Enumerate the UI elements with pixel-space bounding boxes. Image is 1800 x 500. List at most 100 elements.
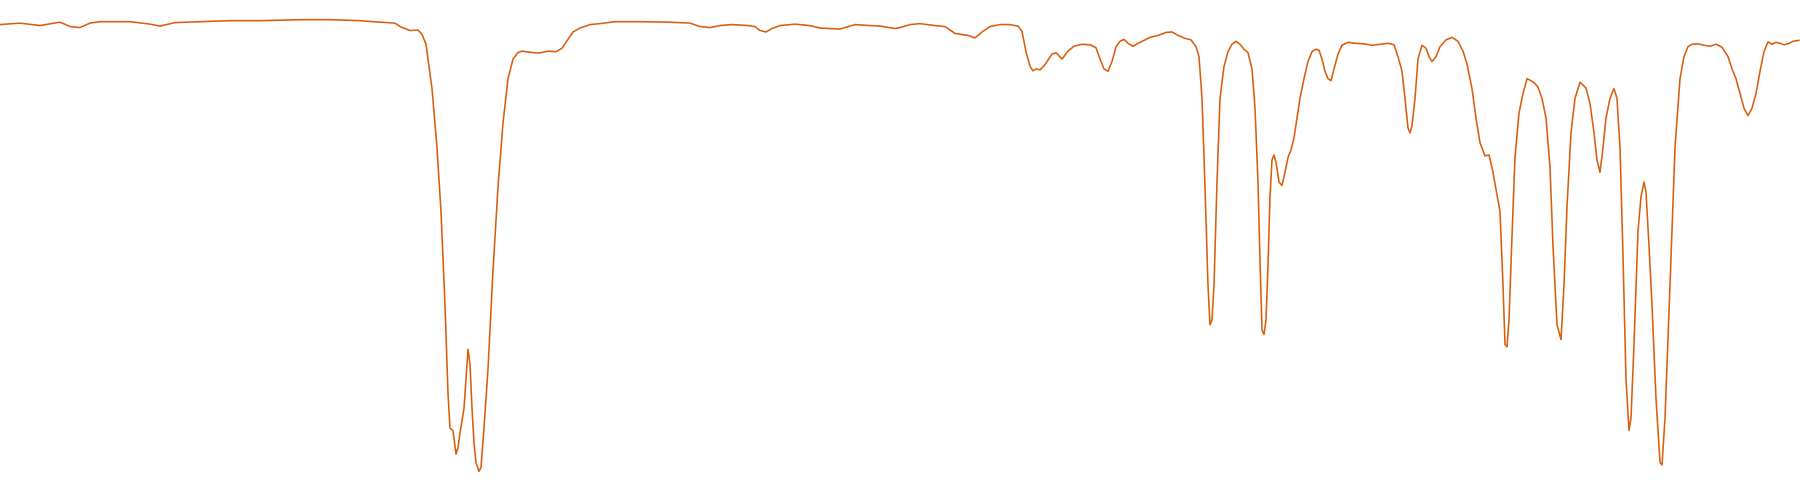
data-point — [1119, 41, 1120, 42]
data-point — [869, 25, 870, 26]
data-point — [1457, 41, 1458, 42]
data-point — [1787, 43, 1788, 44]
data-point — [1755, 93, 1756, 94]
data-point — [1219, 98, 1220, 99]
data-point — [1579, 82, 1580, 83]
data-point — [1127, 43, 1128, 44]
data-point — [1679, 78, 1680, 79]
data-point — [1743, 108, 1744, 109]
data-point — [974, 37, 975, 38]
data-point — [1628, 430, 1629, 431]
data-point — [1184, 38, 1185, 39]
data-point — [425, 44, 426, 45]
data-point — [469, 363, 470, 364]
data-point — [794, 24, 795, 25]
data-point — [1321, 58, 1322, 59]
data-point — [1549, 167, 1550, 168]
data-point — [1751, 108, 1752, 109]
data-point — [359, 20, 360, 21]
data-point — [409, 30, 410, 31]
data-point — [537, 53, 538, 54]
data-point — [394, 23, 395, 24]
data-point — [614, 21, 615, 22]
data-point — [589, 24, 590, 25]
data-point — [829, 28, 830, 29]
data-point — [1190, 39, 1191, 40]
data-point — [329, 19, 330, 20]
data-point — [1021, 31, 1022, 32]
data-point — [1566, 206, 1567, 207]
data-point — [1633, 344, 1634, 345]
data-point — [747, 25, 748, 26]
data-point — [1574, 98, 1575, 99]
data-point — [1029, 66, 1030, 67]
data-point — [1171, 31, 1172, 32]
data-point — [1287, 157, 1288, 158]
data-point — [1499, 211, 1500, 212]
data-point — [1039, 69, 1040, 70]
data-point — [1475, 117, 1476, 118]
data-point — [1333, 68, 1334, 69]
data-point — [492, 270, 493, 271]
data-point — [1664, 418, 1665, 419]
data-point — [1115, 46, 1116, 47]
data-point — [1275, 162, 1276, 163]
data-point — [465, 378, 466, 379]
data-point — [459, 432, 460, 433]
data-point — [467, 349, 468, 350]
data-point — [436, 147, 437, 148]
data-point — [839, 28, 840, 29]
data-point — [1616, 98, 1617, 99]
data-point — [1596, 159, 1597, 160]
data-point — [1659, 462, 1660, 463]
data-point — [1247, 52, 1248, 53]
data-point — [1526, 78, 1527, 79]
data-point — [1522, 93, 1523, 94]
data-point — [1132, 46, 1133, 47]
data-point — [1640, 196, 1641, 197]
data-point — [1735, 78, 1736, 79]
data-point — [1009, 24, 1010, 25]
data-point — [599, 23, 600, 24]
data-point — [1431, 61, 1432, 62]
data-point — [1731, 68, 1732, 69]
data-point — [1518, 113, 1519, 114]
data-point — [447, 393, 448, 394]
data-point — [989, 26, 990, 27]
data-point — [981, 31, 982, 32]
data-point — [1371, 45, 1372, 46]
data-point — [1674, 147, 1675, 148]
data-point — [480, 467, 481, 468]
data-point — [967, 35, 968, 36]
data-point — [1379, 44, 1380, 45]
data-point — [1290, 149, 1291, 150]
data-point — [1263, 334, 1264, 335]
data-point — [1792, 41, 1793, 42]
data-point — [1637, 231, 1638, 232]
data-point — [1411, 125, 1412, 126]
data-point — [1602, 147, 1603, 148]
data-point — [1081, 44, 1082, 45]
data-point — [1508, 319, 1509, 320]
data-point — [1529, 80, 1530, 81]
data-point — [954, 33, 955, 34]
data-point — [444, 304, 445, 305]
data-point — [149, 24, 150, 25]
data-point — [1284, 172, 1285, 173]
data-point — [1798, 40, 1799, 41]
data-point — [909, 24, 910, 25]
data-point — [1315, 49, 1316, 50]
data-point — [1691, 44, 1692, 45]
data-point — [804, 24, 805, 25]
data-point — [1421, 45, 1422, 46]
data-point — [719, 25, 720, 26]
data-point — [1107, 71, 1108, 72]
data-point — [555, 51, 556, 52]
data-point — [999, 24, 1000, 25]
data-point — [1488, 154, 1489, 155]
data-point — [1137, 43, 1138, 44]
data-point — [1563, 285, 1564, 286]
data-point — [561, 48, 562, 49]
data-point — [1585, 87, 1586, 88]
data-point — [1347, 42, 1348, 43]
